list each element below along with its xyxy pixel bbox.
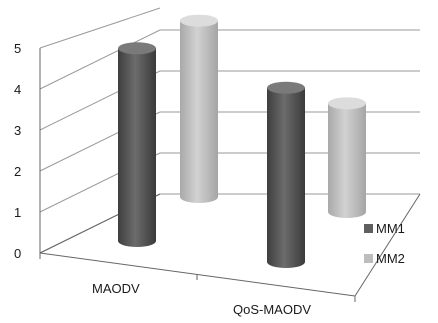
bar-body [328,103,366,218]
bar-body [267,87,305,268]
category-labels: MAODV QoS-MAODV [92,281,311,317]
category-label-qos-maodv: QoS-MAODV [233,302,311,317]
legend: MM1 MM2 [364,221,405,266]
legend-label-mm2: MM2 [376,251,405,266]
bar-mm1-maodv [118,42,156,247]
legend-swatch-mm1 [364,224,373,233]
bar-top [118,42,156,55]
bar-mm2-maodv [180,14,218,204]
legend-swatch-mm2 [364,254,373,263]
bar-body [180,20,218,204]
floor-right-edge [354,193,421,297]
y-tick-label-5: 5 [14,41,21,56]
y-tick-label-0: 0 [14,246,21,261]
legend-label-mm1: MM1 [376,221,405,236]
y-tick-label-3: 3 [14,123,21,138]
bar-top [180,14,218,27]
bar-top [267,81,305,94]
bar-mm2-qos-maodv [328,97,366,218]
gridline-4 [39,29,161,90]
bar-body [118,48,156,247]
bar-top [328,97,366,110]
y-tick-label-2: 2 [14,164,21,179]
bars [118,14,366,268]
gridline-5 [39,7,161,49]
y-tick-label-1: 1 [14,205,21,220]
bar-mm1-qos-maodv [267,81,305,268]
category-label-maodv: MAODV [92,281,140,296]
y-tick-label-4: 4 [14,82,21,97]
y-tick-labels: 0 1 2 3 4 5 [14,41,21,261]
